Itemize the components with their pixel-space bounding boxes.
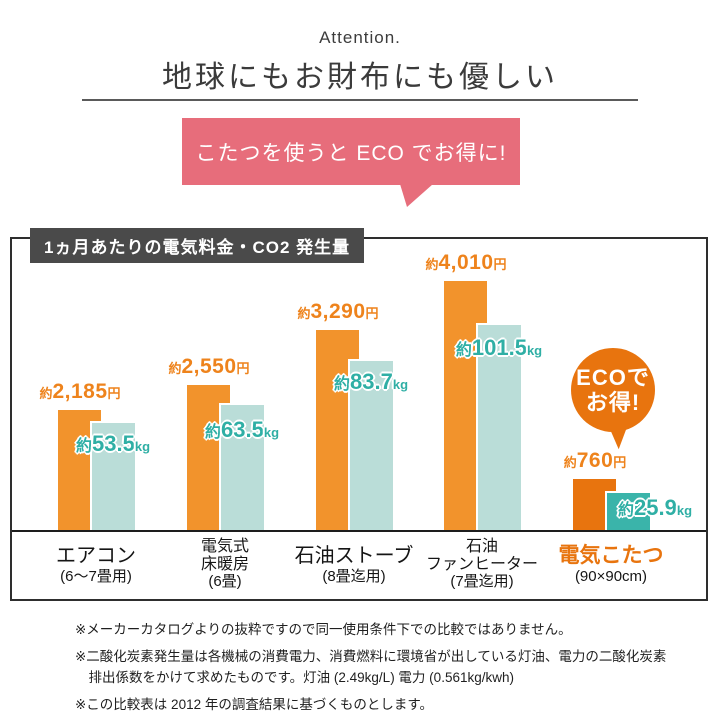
- price-value-label: 約3,290円: [297, 300, 379, 323]
- co2-value-label: 約83.7kg: [333, 369, 409, 394]
- category-name: 石油: [465, 538, 498, 556]
- speech-bubble-tail: [400, 184, 433, 207]
- footnotes: ※メーカーカタログよりの抜粋ですので同一使用条件下での比較ではありません。 ※二…: [75, 620, 667, 722]
- category-sub: (6畳): [208, 573, 242, 591]
- category-sub: (90×90cm): [574, 568, 648, 586]
- title-divider: [82, 99, 638, 101]
- co2-bar: [350, 361, 393, 530]
- category-label: 電気こたつ (90×90cm): [536, 532, 686, 598]
- chart-title: 1ヵ月あたりの電気料金・CO2 発生量: [30, 228, 365, 263]
- category-label: 石油ストーブ (8畳迄用): [279, 532, 429, 598]
- category-sub: (8畳迄用): [322, 567, 386, 585]
- kotatsu-speech-bubble: こたつを使うと ECO でお得に!: [182, 118, 520, 207]
- footnote: ※二酸化炭素発生量は各機械の消費電力、消費燃料に環境省が出している灯油、電力の二…: [75, 648, 667, 685]
- chart-plot: 約2,185円約53.5kg 約2,550円約63.5kg 約3,290円約83.7…: [12, 239, 706, 530]
- category-name: 電気こたつ: [558, 544, 664, 568]
- footnote: ※メーカーカタログよりの抜粋ですので同一使用条件下での比較ではありません。: [75, 622, 572, 637]
- category-label: 電気式 床暖房 (6畳): [150, 532, 300, 598]
- category-label: 石油 ファンヒーター (7畳迄用): [407, 532, 557, 598]
- co2-value-label: 約63.5kg: [204, 417, 280, 442]
- category-name: 石油ストーブ: [294, 544, 414, 567]
- category-sub: (7畳迄用): [450, 573, 514, 591]
- co2-bar: [478, 325, 521, 530]
- price-value-label: 約4,010円: [425, 251, 507, 274]
- co2-value-label: 約53.5kg: [75, 431, 151, 456]
- co2-value-label: 約101.5kg: [455, 335, 543, 360]
- category-sub: (6〜7畳用): [60, 567, 132, 585]
- category-name: ファンヒーター: [425, 555, 538, 573]
- price-value-label: 約2,185円: [39, 380, 121, 403]
- price-value-label: 約760円: [563, 449, 627, 472]
- category-name: 床暖房: [200, 555, 249, 573]
- price-value-label: 約2,550円: [168, 355, 250, 378]
- chart-box: 1ヵ月あたりの電気料金・CO2 発生量 約2,185円約53.5kg 約2,550…: [10, 228, 708, 601]
- co2-bar: [607, 493, 650, 530]
- attention-label: Attention.: [319, 28, 401, 47]
- co2-value-label: 約25.9kg: [617, 495, 693, 520]
- category-name: 電気式: [200, 538, 249, 556]
- eco-badge-line2: お得!: [585, 390, 641, 415]
- speech-bubble-text: こたつを使うと ECO でお得に!: [195, 141, 507, 165]
- page-title: 地球にもお財布にも優しい: [162, 61, 558, 94]
- co2-bar: [221, 405, 264, 530]
- category-label: エアコン (6〜7畳用): [21, 532, 171, 598]
- chart-categories: エアコン (6〜7畳用) 電気式 床暖房 (6畳) 石油ストーブ (8畳迄用) 石油 ファンヒー…: [12, 530, 706, 601]
- eco-badge-line1: ECOで: [576, 364, 650, 390]
- eco-badge: ECOで お得!: [571, 348, 655, 432]
- category-name: エアコン: [56, 544, 136, 567]
- co2-bar: [92, 423, 135, 530]
- footnote: ※この比較表は 2012 年の調査結果に基づくものとします。: [75, 696, 433, 712]
